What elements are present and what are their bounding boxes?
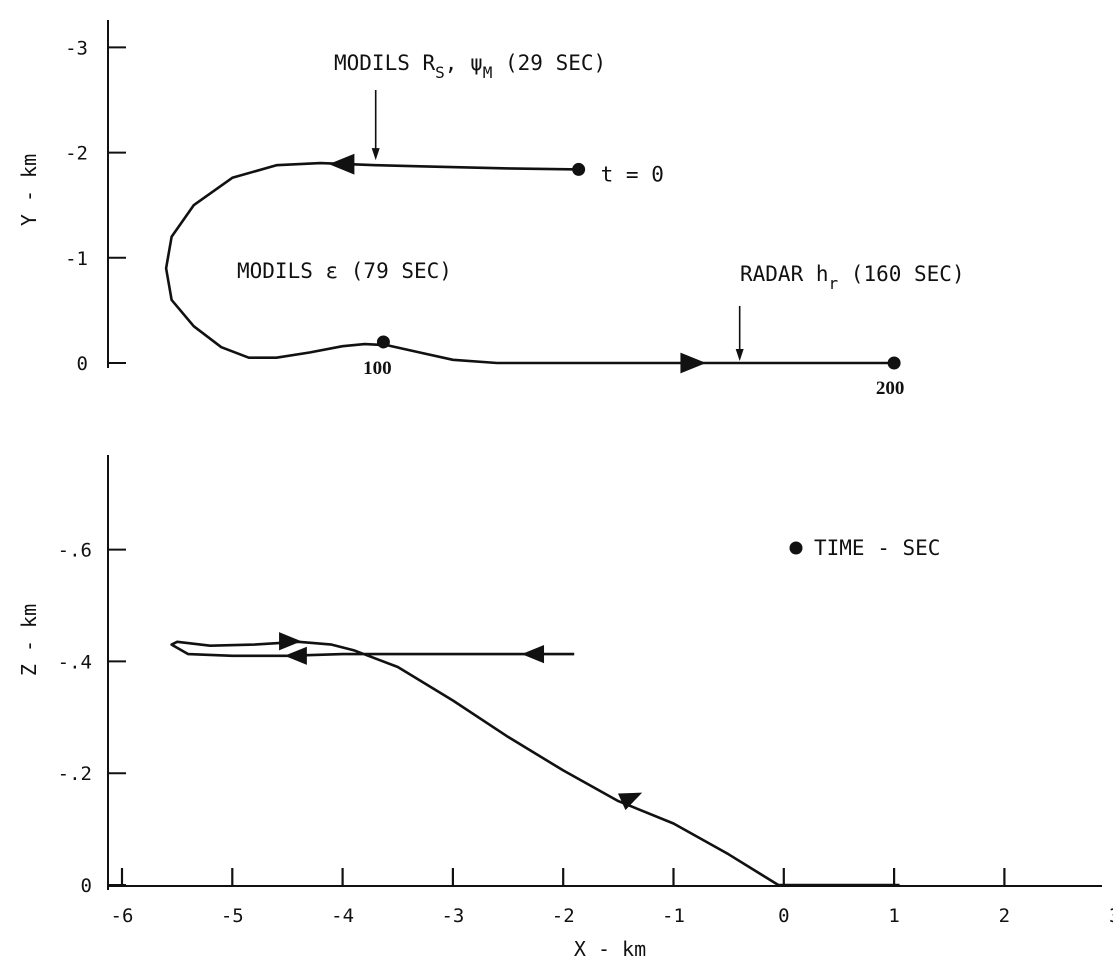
direction-arrowhead [279, 632, 302, 651]
x-tick-label: -5 [221, 905, 244, 927]
y-axis-title: Z - km [17, 604, 41, 676]
legend-marker [789, 541, 803, 555]
y-tick-label: -.6 [58, 540, 92, 562]
y-tick-label: -.2 [58, 763, 92, 785]
time-marker-dot [376, 335, 390, 349]
direction-arrowhead [284, 646, 307, 665]
direction-arrowhead [617, 792, 643, 811]
x-tick-label: 1 [888, 905, 899, 927]
y-tick-label: 0 [81, 875, 92, 897]
y-tick-label: -.4 [58, 651, 92, 673]
annotation-arrow-head [371, 148, 380, 161]
time-marker-label: 100 [363, 358, 392, 379]
y-tick-label: 0 [77, 353, 88, 375]
annotation-label: MODILS ε (79 SEC) [237, 259, 452, 283]
time-marker-label: t = 0 [601, 162, 664, 186]
top-panel-y-vs-x: -3 -2 -1 0 Y - km t = 0 100 200 MODILS RS, ψM (2… [17, 20, 965, 399]
y-tick-label: -3 [65, 37, 88, 59]
x-tick-label: 3 [1109, 905, 1113, 927]
time-marker-label: 200 [876, 378, 905, 399]
x-tick-label: -3 [441, 905, 464, 927]
time-marker-dot [887, 356, 901, 370]
annotation-label: MODILS RS, ψM (29 SEC) [334, 51, 606, 82]
x-tick-label: -1 [662, 905, 685, 927]
x-tick-label: 2 [999, 905, 1010, 927]
annotation-label: RADAR hr (160 SEC) [740, 262, 965, 293]
trajectory-line-top [164, 161, 895, 365]
direction-arrowhead [680, 352, 707, 374]
x-tick-label: -4 [331, 905, 354, 927]
y-tick-label: -1 [65, 248, 88, 270]
x-tick-label: -6 [111, 905, 134, 927]
legend-label: TIME - SEC [814, 536, 940, 560]
annotation: MODILS ε (79 SEC) [237, 259, 452, 283]
y-tick-label: -2 [65, 143, 88, 165]
x-axis-title: X - km [574, 937, 646, 961]
trajectory-line-bottom [170, 640, 900, 887]
annotation: RADAR hr (160 SEC) [735, 262, 965, 361]
time-marker-dot [572, 162, 586, 176]
x-tick-label: 0 [778, 905, 789, 927]
legend: TIME - SEC [789, 536, 940, 560]
bottom-panel-z-vs-x: -.6 -.4 -.2 0 -6 -5 -4 -3 -2 -1 0 1 2 3 Z - km X - km TI… [17, 455, 1113, 961]
direction-arrowhead [521, 645, 545, 664]
direction-arrowhead [328, 153, 355, 175]
annotation: MODILS RS, ψM (29 SEC) [334, 51, 606, 161]
y-axis-title: Y - km [17, 154, 41, 226]
x-tick-label: -2 [552, 905, 575, 927]
annotation-arrow-head [735, 349, 744, 361]
